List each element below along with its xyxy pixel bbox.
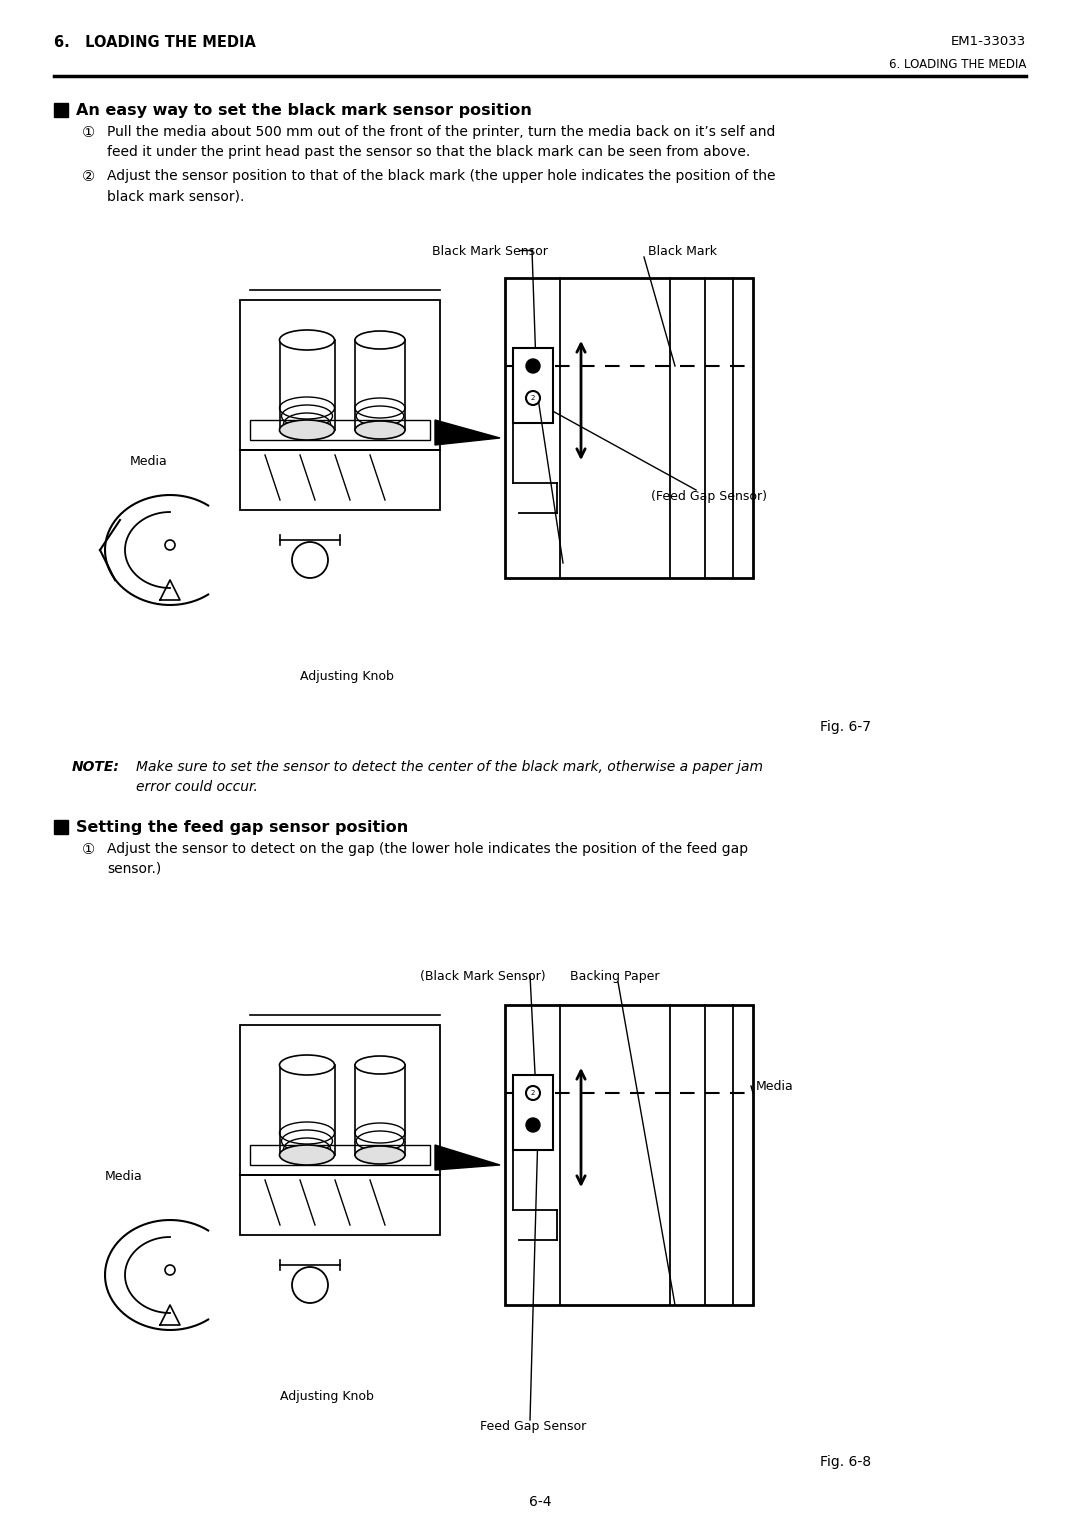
Text: Black Mark Sensor: Black Mark Sensor (432, 246, 548, 258)
Text: NOTE:: NOTE: (72, 759, 120, 775)
Text: Adjusting Knob: Adjusting Knob (280, 1389, 374, 1403)
Bar (120, 281, 460, 660)
Bar (240, 450, 440, 509)
Text: Setting the feed gap sensor position: Setting the feed gap sensor position (76, 820, 408, 836)
Text: error could occur.: error could occur. (136, 779, 258, 795)
Text: Adjust the sensor position to that of the black mark (the upper hole indicates t: Adjust the sensor position to that of th… (107, 169, 775, 183)
Circle shape (526, 358, 540, 374)
Polygon shape (100, 496, 240, 605)
Text: (Feed Gap Sensor): (Feed Gap Sensor) (651, 490, 767, 503)
Text: Pull the media about 500 mm out of the front of the printer, turn the media back: Pull the media about 500 mm out of the f… (107, 125, 775, 139)
Text: ②: ② (82, 169, 95, 185)
Ellipse shape (355, 1055, 405, 1074)
Bar (120, 1005, 460, 1385)
Ellipse shape (355, 1145, 405, 1164)
Text: Fig. 6-7: Fig. 6-7 (820, 720, 870, 734)
Bar (505, 278, 753, 578)
Polygon shape (435, 1145, 500, 1170)
Bar (513, 1075, 553, 1150)
Ellipse shape (280, 419, 335, 441)
Polygon shape (435, 419, 500, 445)
Ellipse shape (355, 421, 405, 439)
Bar (505, 1005, 753, 1305)
Text: 2: 2 (530, 1090, 536, 1096)
Text: Adjust the sensor to detect on the gap (the lower hole indicates the position of: Adjust the sensor to detect on the gap (… (107, 842, 748, 856)
Text: 6-4: 6-4 (529, 1494, 551, 1510)
Text: Backing Paper: Backing Paper (570, 970, 660, 984)
Text: 6.   LOADING THE MEDIA: 6. LOADING THE MEDIA (54, 35, 256, 50)
Ellipse shape (280, 1055, 335, 1075)
Bar (240, 1025, 440, 1174)
Text: feed it under the print head past the sensor so that the black mark can be seen : feed it under the print head past the se… (107, 145, 751, 159)
Bar (249, 419, 430, 441)
Ellipse shape (280, 329, 335, 351)
Ellipse shape (355, 331, 405, 349)
Bar (240, 1174, 440, 1235)
Text: 6. LOADING THE MEDIA: 6. LOADING THE MEDIA (889, 58, 1026, 72)
Text: Fig. 6-8: Fig. 6-8 (820, 1455, 872, 1469)
Circle shape (526, 1118, 540, 1132)
Text: Adjusting Knob: Adjusting Knob (300, 669, 394, 683)
Bar (249, 1145, 430, 1165)
Text: Feed Gap Sensor: Feed Gap Sensor (480, 1420, 586, 1434)
Text: ①: ① (82, 125, 95, 140)
Text: Make sure to set the sensor to detect the center of the black mark, otherwise a : Make sure to set the sensor to detect th… (136, 759, 762, 775)
Circle shape (526, 390, 540, 406)
Bar (54, 104, 68, 117)
Text: An easy way to set the black mark sensor position: An easy way to set the black mark sensor… (76, 104, 531, 117)
Text: ①: ① (82, 842, 95, 857)
Bar (513, 348, 553, 422)
Text: Media: Media (756, 1080, 794, 1093)
Ellipse shape (280, 1145, 335, 1165)
Text: Black Mark: Black Mark (648, 246, 717, 258)
Text: black mark sensor).: black mark sensor). (107, 189, 244, 203)
Text: EM1-33033: EM1-33033 (950, 35, 1026, 47)
Text: Media: Media (130, 454, 167, 468)
Bar (54, 820, 68, 834)
Text: (Black Mark Sensor): (Black Mark Sensor) (420, 970, 545, 984)
Bar (240, 300, 440, 450)
Text: Media: Media (105, 1170, 143, 1183)
Circle shape (526, 1086, 540, 1100)
Text: sensor.): sensor.) (107, 862, 161, 875)
Text: 2: 2 (530, 395, 536, 401)
